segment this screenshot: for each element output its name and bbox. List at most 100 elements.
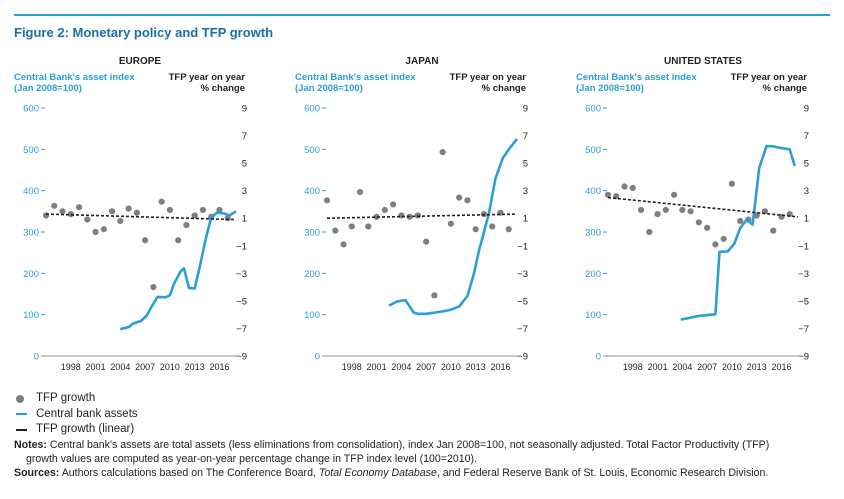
right-tick-label: 7 xyxy=(804,131,809,142)
left-tick-label: 100 xyxy=(304,310,320,321)
central-bank-assets-line xyxy=(388,138,519,316)
tfp-growth-point xyxy=(447,220,455,227)
x-tick-label: 2010 xyxy=(160,362,180,372)
right-tick-label: −5 xyxy=(798,296,809,307)
right-tick-label: 7 xyxy=(242,131,247,142)
right-tick-label: 7 xyxy=(523,131,528,142)
tfp-growth-point xyxy=(439,148,446,156)
right-tick-label: −7 xyxy=(236,324,247,335)
x-tick-label: 1998 xyxy=(342,362,362,372)
central-bank-assets-line xyxy=(119,210,237,331)
right-tick-label: 9 xyxy=(523,104,528,115)
panel-title: UNITED STATES xyxy=(664,56,742,67)
x-tick-label: 2004 xyxy=(391,362,411,372)
x-tick-label: 2013 xyxy=(747,362,767,372)
tfp-growth-point xyxy=(158,198,165,205)
legend: TFP growth Central bank assets TFP growt… xyxy=(16,391,138,438)
right-tick-label: −1 xyxy=(236,241,247,252)
right-axis-label: TFP year on year xyxy=(169,72,246,83)
tfp-growth-point xyxy=(175,237,182,244)
tfp-growth-point xyxy=(348,223,355,230)
right-tick-label: −3 xyxy=(236,269,247,280)
right-tick-label: 5 xyxy=(804,159,809,170)
legend-label: TFP growth (linear) xyxy=(36,423,135,435)
tfp-growth-point xyxy=(646,228,653,236)
tfp-growth-point xyxy=(125,205,132,212)
dot-marker-icon xyxy=(16,394,30,403)
left-tick-label: 600 xyxy=(585,104,601,115)
tfp-growth-point xyxy=(150,284,157,291)
tfp-growth-point xyxy=(381,206,388,214)
sources-line: Sources: Authors calculations based on T… xyxy=(14,466,830,480)
left-axis-label: (Jan 2008=100) xyxy=(14,83,82,94)
right-axis-label: % change xyxy=(201,83,245,94)
tfp-growth-point xyxy=(373,213,380,220)
tfp-growth-point xyxy=(84,216,91,223)
left-tick-label: 300 xyxy=(585,228,601,239)
tfp-growth-point xyxy=(117,217,124,225)
x-tick-label: 1998 xyxy=(623,362,643,372)
left-tick-label: 500 xyxy=(23,145,39,156)
x-tick-label: 2016 xyxy=(771,362,791,372)
left-tick-label: 0 xyxy=(596,352,601,363)
x-tick-label: 2013 xyxy=(185,362,205,372)
tfp-trend-line xyxy=(326,213,518,220)
left-tick-label: 400 xyxy=(585,186,601,197)
tfp-growth-point xyxy=(356,188,364,196)
x-tick-label: 2001 xyxy=(367,362,387,372)
left-axis-label: Central Bank's asset index xyxy=(14,72,135,83)
tfp-growth-point xyxy=(340,241,347,248)
x-tick-label: 2016 xyxy=(209,362,229,372)
x-tick-label: 2013 xyxy=(466,362,486,372)
tfp-growth-point xyxy=(637,206,645,214)
tfp-growth-point xyxy=(464,197,471,204)
right-axis-label: % change xyxy=(763,83,807,94)
tfp-growth-point xyxy=(654,210,661,218)
x-tick-label: 2010 xyxy=(441,362,461,372)
tfp-trend-line xyxy=(45,213,237,221)
tfp-growth-point xyxy=(423,238,430,245)
notes-block: Notes: Central bank's assets are total a… xyxy=(14,438,830,480)
notes-text: Central bank's assets are total assets (… xyxy=(46,439,770,451)
right-axis-label: TFP year on year xyxy=(731,72,808,83)
x-tick-label: 2001 xyxy=(648,362,668,372)
right-tick-label: 9 xyxy=(804,104,809,115)
figure-title: Figure 2: Monetary policy and TFP growth xyxy=(14,25,274,40)
tfp-growth-point xyxy=(720,235,727,242)
tfp-growth-point xyxy=(629,184,636,192)
tfp-trend-line xyxy=(607,196,799,218)
line-marker-icon xyxy=(16,413,30,416)
right-tick-label: −7 xyxy=(798,324,809,335)
sources-label: Sources: xyxy=(14,467,60,479)
tfp-growth-point xyxy=(108,208,116,215)
tfp-growth-point xyxy=(332,227,339,234)
left-tick-label: 100 xyxy=(23,310,39,321)
right-tick-label: 9 xyxy=(242,104,247,115)
right-tick-label: −3 xyxy=(517,269,528,280)
left-tick-label: 400 xyxy=(23,186,39,197)
legend-item-tfp-linear: TFP growth (linear) xyxy=(16,422,138,438)
tfp-growth-point xyxy=(456,194,463,201)
x-tick-label: 2007 xyxy=(416,362,436,372)
right-tick-label: 1 xyxy=(242,214,247,225)
x-tick-label: 1998 xyxy=(61,362,81,372)
right-tick-label: −1 xyxy=(517,241,528,252)
tfp-growth-point xyxy=(191,212,198,219)
tfp-growth-point xyxy=(621,183,628,190)
tfp-growth-point xyxy=(489,223,496,230)
right-tick-label: 3 xyxy=(804,186,809,197)
left-axis-label: Central Bank's asset index xyxy=(576,72,697,83)
x-tick-label: 2010 xyxy=(722,362,742,372)
right-tick-label: −9 xyxy=(798,352,809,363)
tfp-growth-point xyxy=(183,222,190,229)
left-tick-label: 200 xyxy=(585,269,601,280)
right-tick-label: −5 xyxy=(517,296,528,307)
tfp-growth-point xyxy=(75,204,83,211)
tfp-growth-point xyxy=(323,197,331,204)
x-tick-label: 2001 xyxy=(86,362,106,372)
left-tick-label: 300 xyxy=(23,228,39,239)
legend-label: TFP growth xyxy=(36,392,96,404)
right-tick-label: −9 xyxy=(236,352,247,363)
tfp-growth-point xyxy=(687,208,694,215)
sources-database: Total Economy Database xyxy=(318,467,437,479)
